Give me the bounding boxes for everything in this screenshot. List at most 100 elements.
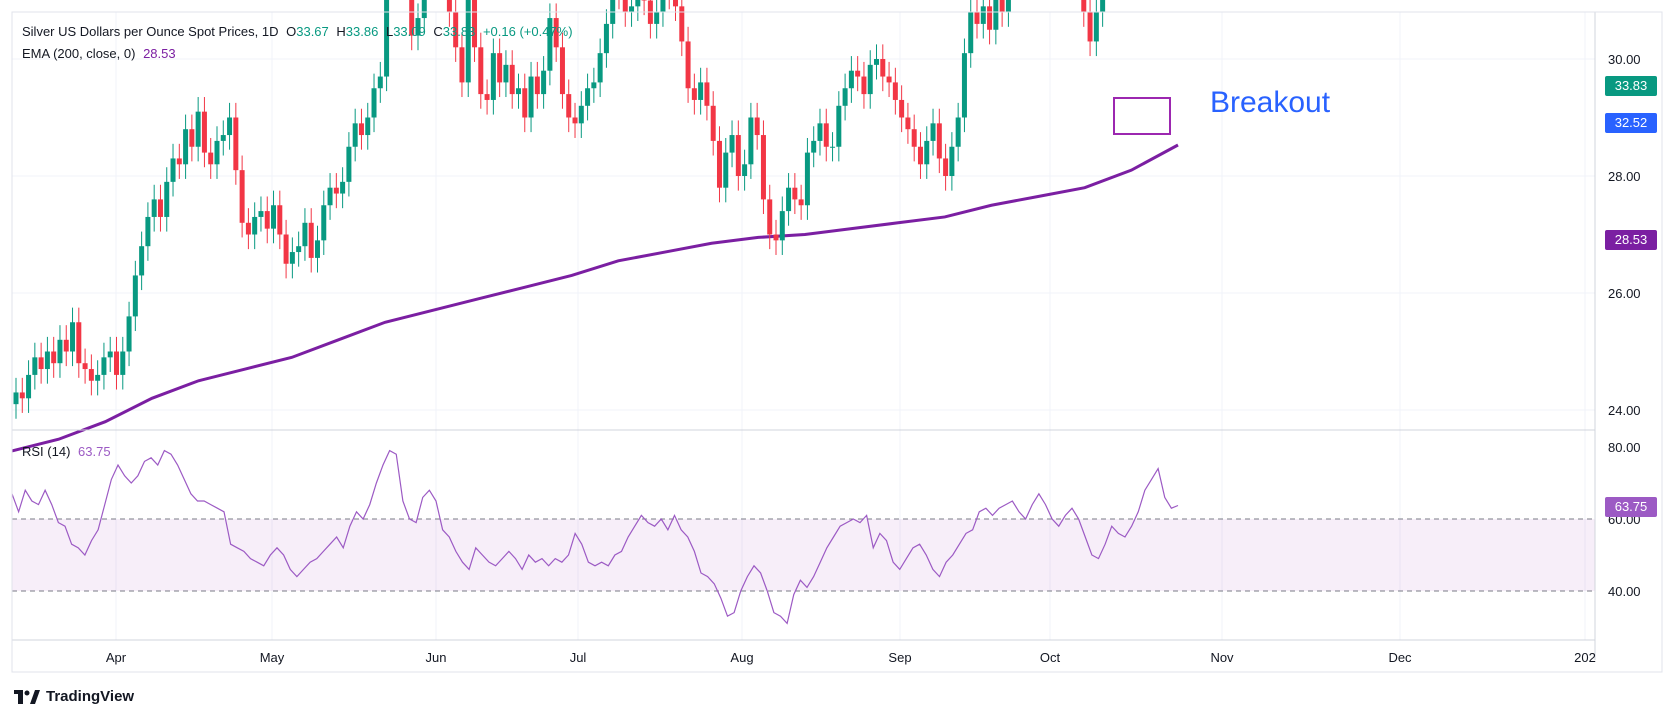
time-tick-label: Sep [888, 650, 911, 665]
rsi-tick-label: 40.00 [1608, 584, 1641, 599]
candle-body [673, 0, 679, 7]
close-label: C [433, 24, 443, 39]
candle-body [924, 140, 930, 165]
tradingview-brand[interactable]: TradingView [14, 688, 134, 705]
price-tick-label: 24.00 [1608, 403, 1641, 418]
candle-body [38, 357, 44, 370]
candle-body [968, 12, 974, 54]
candle-body [629, 6, 635, 13]
candle-body [515, 88, 521, 95]
candle-body [82, 363, 88, 370]
candle-body [208, 152, 214, 165]
candle-body [698, 82, 704, 100]
candle-body [239, 170, 245, 223]
candle-body [880, 59, 886, 77]
candle-body [459, 47, 465, 83]
tradingview-logo-icon [14, 689, 40, 704]
candle-body [472, 0, 478, 48]
candle-body [126, 316, 132, 352]
change-value: +0.16 (+0.47%) [482, 24, 573, 39]
candle-body [760, 135, 766, 200]
candle-body [183, 129, 189, 165]
price-tick-label: 30.00 [1608, 52, 1641, 67]
price-tick-label: 28.00 [1608, 169, 1641, 184]
candle-body [748, 117, 754, 165]
time-tick-label: 202 [1574, 650, 1596, 665]
candle-body [729, 135, 735, 153]
candle-body [139, 246, 145, 276]
candle-body [113, 351, 119, 375]
rsi-value: 63.75 [78, 444, 111, 459]
low-label: L [385, 24, 394, 39]
candle-body [220, 135, 226, 141]
low-value: 33.09 [393, 24, 426, 39]
candle-body [44, 351, 50, 370]
candle-body [830, 146, 836, 148]
candle-body [132, 275, 138, 317]
candle-body [767, 199, 773, 235]
rsi-band-fill [12, 519, 1595, 591]
candle-body [107, 351, 113, 358]
rsi-line [11, 449, 1179, 625]
brand-name: TradingView [46, 688, 135, 705]
candle-body [842, 88, 848, 106]
candle-body [302, 222, 308, 247]
candle-body [271, 205, 277, 229]
candle-body [993, 0, 999, 30]
ema-price-tag: 28.53 [1605, 230, 1657, 250]
candle-body [911, 129, 917, 147]
candle-body [930, 123, 936, 141]
candle-body [19, 392, 25, 399]
candle-body [553, 18, 559, 48]
candle-body [333, 187, 339, 194]
symbol-title[interactable]: Silver US Dollars per Ounce Spot Prices,… [22, 24, 279, 39]
candle-body [1005, 0, 1011, 13]
candle-body [465, 0, 471, 83]
candle-body [283, 234, 289, 264]
candle-body [1087, 12, 1093, 42]
candle-body [723, 152, 729, 188]
candle-body [264, 211, 270, 229]
candle-body [277, 205, 283, 235]
candle-body [716, 140, 722, 188]
ema-value: 28.53 [143, 46, 176, 61]
candle-body [252, 216, 258, 235]
candle-body [484, 94, 490, 100]
time-tick-label: Aug [730, 650, 753, 665]
candle-body [214, 140, 220, 165]
candle-body [26, 374, 32, 399]
candle-body [591, 82, 597, 89]
candle-body [13, 392, 19, 405]
rsi-band [12, 518, 1595, 592]
rsi-label[interactable]: RSI (14) [22, 444, 71, 459]
candle-body [867, 64, 873, 95]
candle-body [817, 123, 823, 141]
candle-body [961, 53, 967, 118]
candle-body [547, 18, 553, 71]
candle-body [76, 322, 82, 364]
candle-body [340, 181, 346, 194]
candle-body [559, 47, 565, 95]
candle-body [509, 64, 515, 95]
time-tick-label: Oct [1040, 650, 1061, 665]
candle-body [855, 70, 861, 77]
candle-body [603, 23, 609, 54]
candle-body [151, 199, 157, 217]
candle-body [296, 246, 302, 253]
open-value: 33.67 [296, 24, 329, 39]
candle-body [779, 211, 785, 241]
ema-label[interactable]: EMA (200, close, 0) [22, 46, 136, 61]
candle-body [258, 211, 264, 217]
candle-body [691, 88, 697, 100]
breakout-box [1113, 97, 1171, 135]
candle-body [635, 0, 641, 7]
candles[interactable] [13, 0, 1181, 419]
candle-body [245, 222, 251, 235]
candle-body [88, 369, 94, 381]
candle-body [371, 88, 377, 118]
close-value: 33.83 [442, 24, 476, 39]
candle-body [346, 146, 352, 182]
candle-body [534, 76, 540, 95]
candle-body [490, 53, 496, 100]
candle-body [848, 70, 854, 89]
